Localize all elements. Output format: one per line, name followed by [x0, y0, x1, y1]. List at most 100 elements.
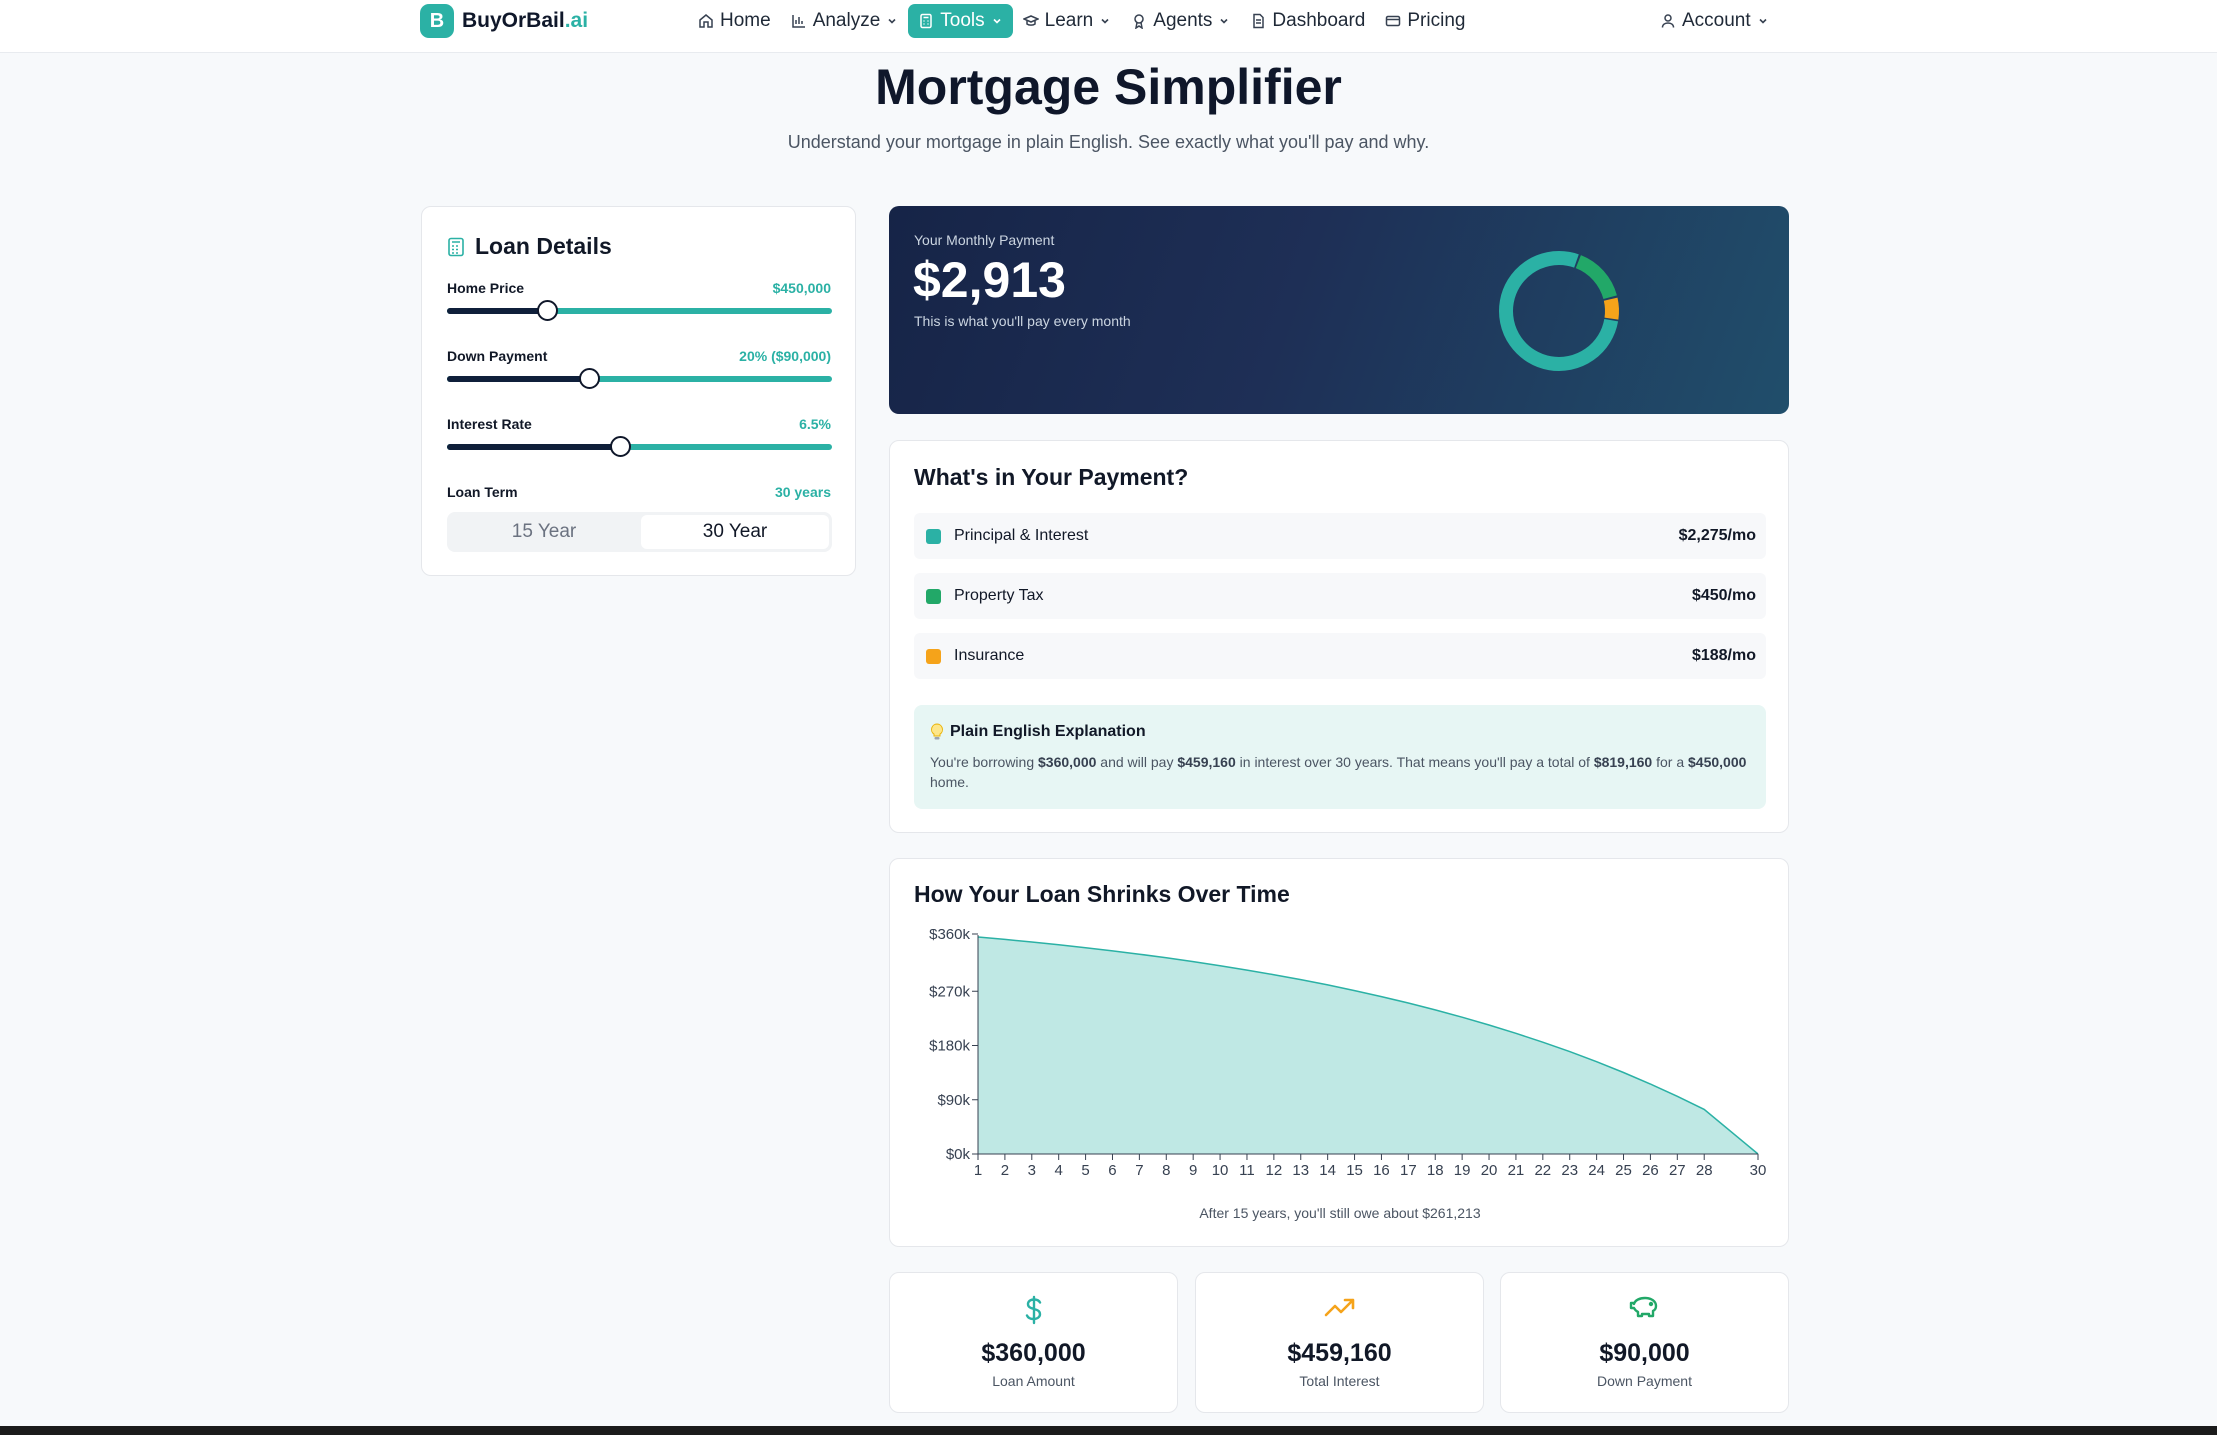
- x-tick-label: 27: [1669, 1162, 1686, 1179]
- x-tick-label: 13: [1292, 1162, 1309, 1179]
- document-icon: [1253, 13, 1265, 29]
- loan-term-label: Loan Term: [447, 484, 518, 500]
- payment-breakdown-card: What's in Your Payment? Principal & Inte…: [889, 440, 1789, 833]
- y-tick-label: $90k: [937, 1092, 970, 1109]
- x-tick-label: 19: [1454, 1162, 1471, 1179]
- x-tick-label: 21: [1508, 1162, 1525, 1179]
- logo-mark: B: [420, 4, 454, 38]
- monthly-payment-label: Your Monthly Payment: [914, 232, 1055, 248]
- brand-name: BuyOrBail.ai: [462, 9, 589, 32]
- x-tick-label: 9: [1189, 1162, 1197, 1179]
- nav-analyze[interactable]: Analyze: [781, 4, 909, 38]
- slider-thumb[interactable]: [610, 436, 632, 457]
- chevron-down-icon: [993, 18, 1001, 24]
- monthly-payment-amount: $2,913: [913, 252, 1066, 308]
- term-15-year-button[interactable]: 15 Year: [511, 521, 577, 542]
- breakdown-row-label: Property Tax: [954, 587, 1044, 604]
- slider-thumb[interactable]: [537, 300, 559, 321]
- brand-logo[interactable]: B BuyOrBail.ai: [420, 4, 588, 38]
- home-price-value: $450,000: [772, 280, 831, 296]
- x-tick-label: 7: [1135, 1162, 1143, 1179]
- nav-pricing-label: Pricing: [1407, 10, 1466, 31]
- nav-learn-label: Learn: [1044, 10, 1094, 31]
- breakdown-row-amount: $2,275/mo: [1678, 527, 1756, 544]
- dollar-icon: [1025, 1295, 1041, 1325]
- nav-dashboard[interactable]: Dashboard: [1240, 4, 1375, 38]
- home-price-label: Home Price: [447, 280, 525, 296]
- explanation-text: You're borrowing $360,000 and will pay $…: [930, 754, 1747, 790]
- nav-tools[interactable]: Tools: [908, 4, 1013, 38]
- donut-slice-2: [1499, 251, 1619, 371]
- legend-swatch: [926, 589, 941, 604]
- chevron-down-icon: [1220, 18, 1228, 24]
- slider-fill: [447, 376, 590, 382]
- stat-caption: Total Interest: [1299, 1373, 1380, 1389]
- x-tick-label: 14: [1319, 1162, 1336, 1179]
- slider-thumb[interactable]: [579, 368, 601, 389]
- x-tick-label: 15: [1346, 1162, 1363, 1179]
- home-price-slider[interactable]: [447, 300, 832, 321]
- x-tick-label: 1: [974, 1162, 982, 1179]
- slider-fill: [447, 308, 548, 314]
- loan-details-header: Loan Details: [447, 233, 612, 260]
- user-icon: [1661, 14, 1675, 28]
- nav-analyze-label: Analyze: [812, 10, 881, 31]
- piggy-bank-icon: [1629, 1296, 1657, 1318]
- bar-chart-icon: [791, 15, 805, 28]
- x-tick-label: 3: [1028, 1162, 1036, 1179]
- breakdown-row-label: Principal & Interest: [954, 527, 1089, 544]
- calculator-icon: [920, 13, 933, 29]
- breakdown-row: Insurance $188/mo: [914, 633, 1766, 679]
- monthly-payment-hero: Your Monthly Payment $2,913 This is what…: [889, 206, 1789, 414]
- interest-rate-value: 6.5%: [799, 416, 831, 432]
- explanation-title: Plain English Explanation: [950, 723, 1146, 740]
- term-30-year-button[interactable]: 30 Year: [641, 515, 829, 549]
- x-tick-label: 22: [1534, 1162, 1551, 1179]
- stat-value: $459,160: [1287, 1339, 1392, 1367]
- stat-value: $90,000: [1599, 1339, 1690, 1367]
- y-tick-label: $0k: [946, 1146, 971, 1163]
- down-payment-value: 20% ($90,000): [739, 348, 831, 364]
- stat-total-interest: $459,160 Total Interest: [1195, 1272, 1484, 1413]
- x-tick-label: 26: [1642, 1162, 1659, 1179]
- explanation-header: Plain English Explanation: [930, 723, 1146, 741]
- down-payment-label: Down Payment: [447, 348, 548, 364]
- x-tick-label: 4: [1055, 1162, 1063, 1179]
- x-tick-label: 30: [1750, 1162, 1767, 1179]
- breakdown-title: What's in Your Payment?: [914, 464, 1189, 490]
- y-tick-label: $270k: [929, 983, 970, 1000]
- breakdown-row-label: Insurance: [954, 647, 1025, 664]
- loan-details-card: Loan Details Home Price $450,000 Down Pa…: [421, 206, 856, 576]
- down-payment-slider[interactable]: [447, 368, 832, 389]
- chevron-down-icon: [888, 18, 896, 24]
- x-tick-label: 10: [1212, 1162, 1229, 1179]
- nav-home[interactable]: Home: [688, 4, 781, 38]
- loan-details-title: Loan Details: [475, 233, 612, 259]
- stat-caption: Loan Amount: [992, 1373, 1075, 1389]
- y-tick-label: $180k: [929, 1038, 970, 1055]
- x-tick-label: 17: [1400, 1162, 1417, 1179]
- breakdown-row: Property Tax $450/mo: [914, 573, 1766, 619]
- loan-term-value: 30 years: [774, 484, 831, 500]
- nav-pricing[interactable]: Pricing: [1375, 4, 1475, 38]
- x-tick-label: 18: [1427, 1162, 1444, 1179]
- interest-rate-label: Interest Rate: [447, 416, 532, 432]
- x-tick-label: 2: [1001, 1162, 1009, 1179]
- legend-swatch: [926, 529, 941, 544]
- interest-rate-slider[interactable]: [447, 436, 832, 457]
- balance-area: [978, 937, 1758, 1154]
- window-bottom-edge: [0, 1426, 2217, 1435]
- x-tick-label: 8: [1162, 1162, 1170, 1179]
- account-label: Account: [1682, 10, 1751, 31]
- account-menu[interactable]: Account: [1650, 4, 1779, 38]
- chart-note: After 15 years, you'll still owe about $…: [1199, 1205, 1481, 1221]
- calculator-icon: [448, 237, 464, 256]
- loan-balance-chart-card: How Your Loan Shrinks Over Time $0k $90k $…: [889, 858, 1789, 1247]
- chart-title: How Your Loan Shrinks Over Time: [914, 881, 1290, 907]
- stat-loan-amount: $360,000 Loan Amount: [889, 1272, 1178, 1413]
- nav-learn[interactable]: Learn: [1013, 4, 1122, 38]
- nav-agents[interactable]: Agents: [1121, 4, 1240, 38]
- x-tick-label: 12: [1266, 1162, 1283, 1179]
- x-tick-label: 5: [1081, 1162, 1089, 1179]
